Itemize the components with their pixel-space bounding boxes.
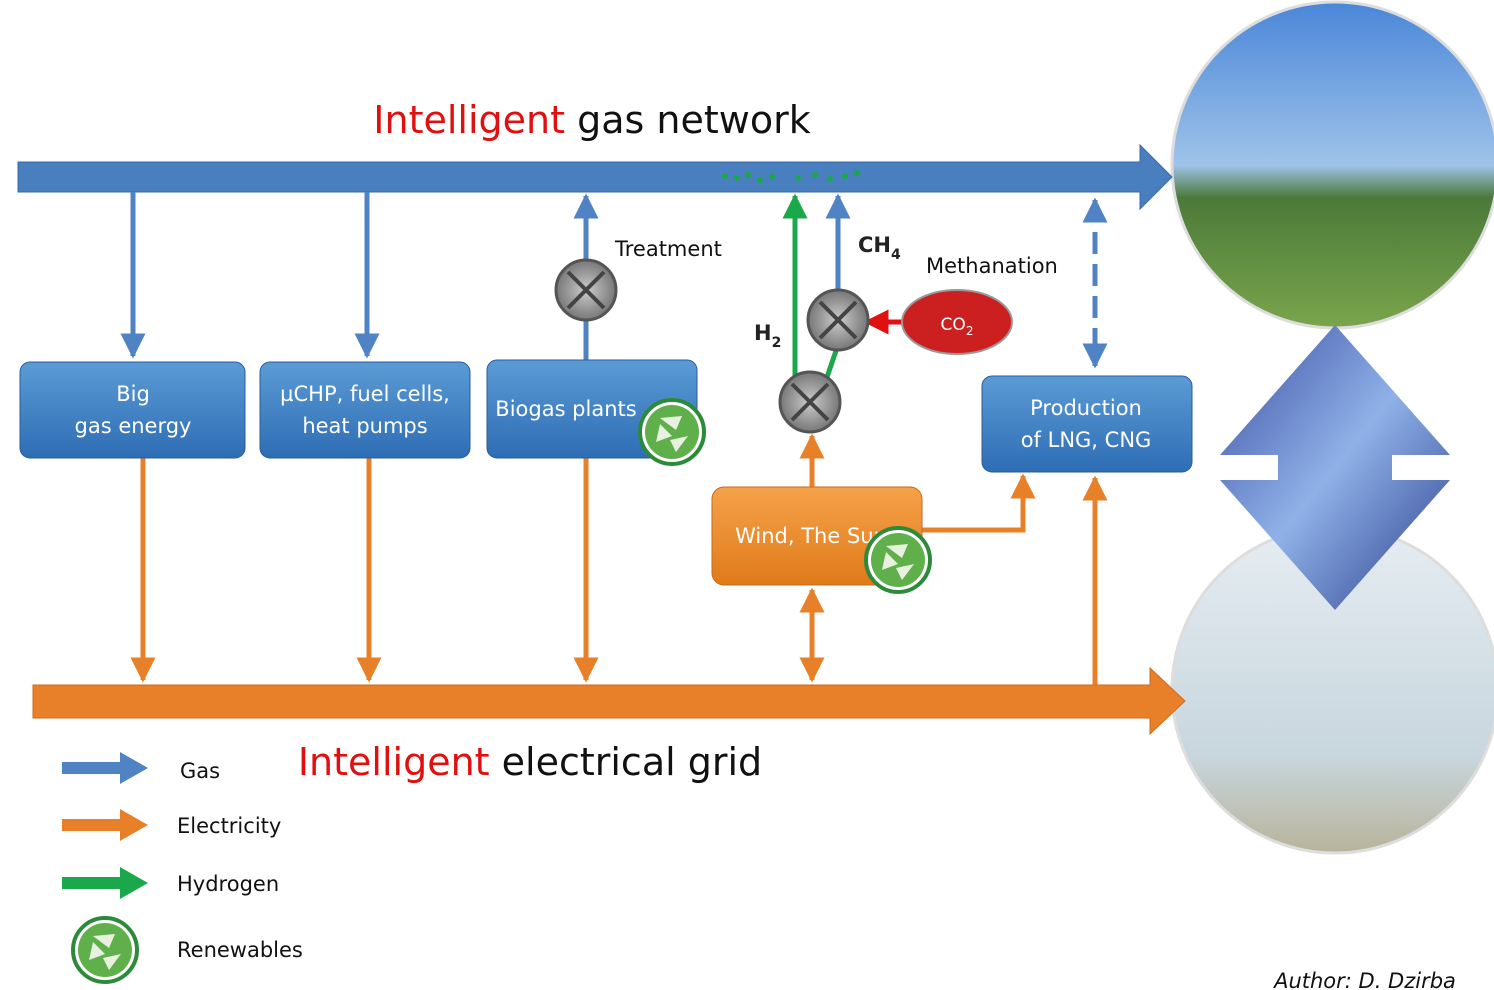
gas-plant-image	[1172, 2, 1494, 328]
node-label: Biogas plants	[495, 397, 636, 421]
valve	[556, 260, 616, 320]
legend-label: Hydrogen	[177, 872, 279, 896]
renewable-icon	[866, 528, 930, 592]
node-label: heat pumps	[302, 414, 427, 438]
node-label: Wind, The Sun	[735, 524, 887, 548]
gas-network-title: Intelligent gas network	[373, 98, 810, 142]
grid-title: Intelligent electrical grid	[298, 740, 762, 784]
renewable-icon	[640, 400, 704, 464]
node-box	[982, 376, 1192, 472]
legend-label: Gas	[180, 759, 220, 783]
node-label: Big	[116, 382, 150, 406]
node-label: of LNG, CNG	[1021, 428, 1152, 452]
valve	[780, 372, 840, 432]
legend-label: Renewables	[177, 938, 303, 962]
grid-pipe	[33, 668, 1185, 734]
methanation-label: Methanation	[926, 254, 1058, 278]
h2-label: H2	[754, 321, 781, 351]
legend: Gas Electricity Hydrogen Renewables	[62, 752, 303, 982]
treatment-label: Treatment	[614, 237, 722, 261]
node-label: Production	[1030, 396, 1142, 420]
ch4-label: CH4	[858, 233, 901, 263]
node-box	[20, 362, 245, 458]
diagram: CO2 Biggas energyµCHP, fuel cells,heat p…	[0, 0, 1494, 990]
node-label: µCHP, fuel cells,	[280, 382, 450, 406]
legend-label: Electricity	[177, 814, 281, 838]
author: Author: D. Dzirba	[1272, 969, 1456, 990]
node-label: gas energy	[75, 414, 192, 438]
valve	[808, 290, 868, 350]
gas-pipe	[18, 145, 1172, 209]
node-box	[260, 362, 470, 458]
